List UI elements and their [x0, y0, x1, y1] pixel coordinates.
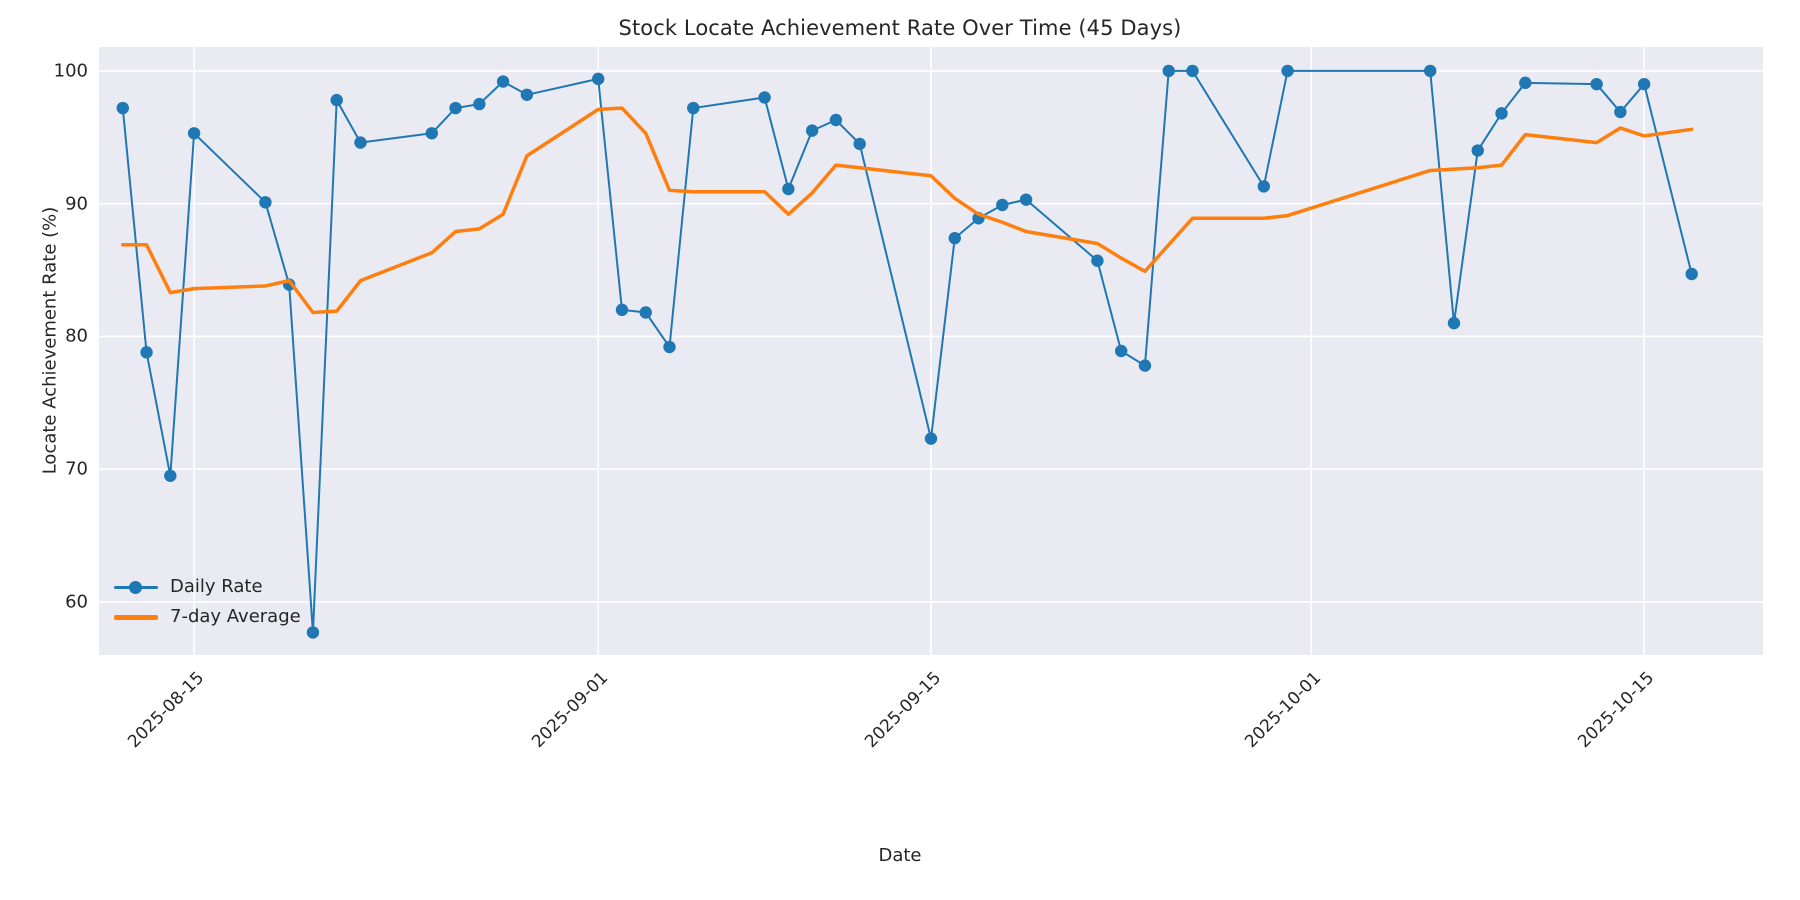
- chart-legend: Daily Rate 7-day Average: [106, 566, 311, 638]
- data-point: [758, 91, 771, 104]
- data-point: [853, 137, 866, 151]
- series-line-0: [121, 69, 1693, 634]
- data-point: [116, 101, 129, 115]
- data-point: [996, 198, 1009, 212]
- data-point: [187, 127, 201, 140]
- data-point: [496, 75, 510, 88]
- legend-label-7day-average: 7-day Average: [170, 606, 301, 627]
- data-point: [140, 346, 153, 359]
- data-point: [1614, 105, 1627, 119]
- data-point: [782, 182, 795, 196]
- x-tick-label: 2025-10-01: [1241, 668, 1326, 753]
- data-point: [1447, 316, 1461, 330]
- data-point: [1685, 267, 1698, 281]
- series-line-1: [121, 106, 1694, 315]
- data-point: [1162, 64, 1175, 78]
- y-tick-label: 80: [65, 325, 88, 347]
- data-point: [1281, 64, 1294, 78]
- data-point: [425, 127, 438, 140]
- y-tick-label: 100: [53, 60, 88, 82]
- legend-item-7day-average: 7-day Average: [114, 602, 301, 632]
- plot-canvas: [99, 47, 1763, 655]
- data-series-layer: [116, 64, 1698, 639]
- data-point: [805, 124, 819, 137]
- legend-swatch-daily-rate: [114, 577, 158, 597]
- data-point: [473, 97, 486, 111]
- data-point: [615, 303, 629, 317]
- y-tick-label: 70: [65, 458, 88, 480]
- data-point: [306, 626, 320, 639]
- data-point: [520, 88, 534, 101]
- data-point: [924, 432, 938, 445]
- x-tick-label: 2025-09-15: [861, 668, 946, 753]
- data-point: [330, 93, 343, 107]
- data-point: [164, 469, 177, 482]
- chart-title: Stock Locate Achievement Rate Over Time …: [618, 16, 1182, 40]
- legend-label-daily-rate: Daily Rate: [170, 576, 263, 597]
- data-point: [1257, 180, 1271, 193]
- gridlines: [99, 47, 1763, 655]
- data-point: [1519, 76, 1532, 90]
- data-point: [639, 306, 652, 319]
- data-point: [354, 136, 367, 149]
- data-point: [1424, 64, 1437, 78]
- data-point: [1114, 344, 1128, 358]
- plot-area: [99, 47, 1763, 655]
- data-point: [592, 72, 605, 86]
- x-axis-label: Date: [878, 845, 922, 866]
- x-tick-label: 2025-09-01: [528, 668, 613, 753]
- data-point: [1495, 107, 1508, 120]
- data-point: [1019, 193, 1033, 206]
- data-point: [663, 340, 676, 354]
- data-point: [687, 101, 700, 115]
- y-tick-label: 90: [65, 193, 88, 215]
- x-tick-label: 2025-08-15: [124, 668, 209, 753]
- data-point: [449, 101, 462, 115]
- data-point: [1138, 359, 1152, 372]
- data-point: [829, 113, 843, 127]
- data-point: [259, 196, 272, 209]
- y-tick-label: 60: [65, 591, 88, 613]
- data-point: [1637, 77, 1651, 91]
- data-point: [1590, 77, 1603, 91]
- legend-swatch-7day-average: [114, 607, 158, 627]
- data-point: [948, 231, 961, 245]
- data-point: [1471, 144, 1484, 157]
- data-point: [1091, 254, 1104, 267]
- legend-item-daily-rate: Daily Rate: [114, 572, 301, 602]
- data-point: [1186, 64, 1199, 78]
- x-tick-label: 2025-10-15: [1574, 668, 1659, 753]
